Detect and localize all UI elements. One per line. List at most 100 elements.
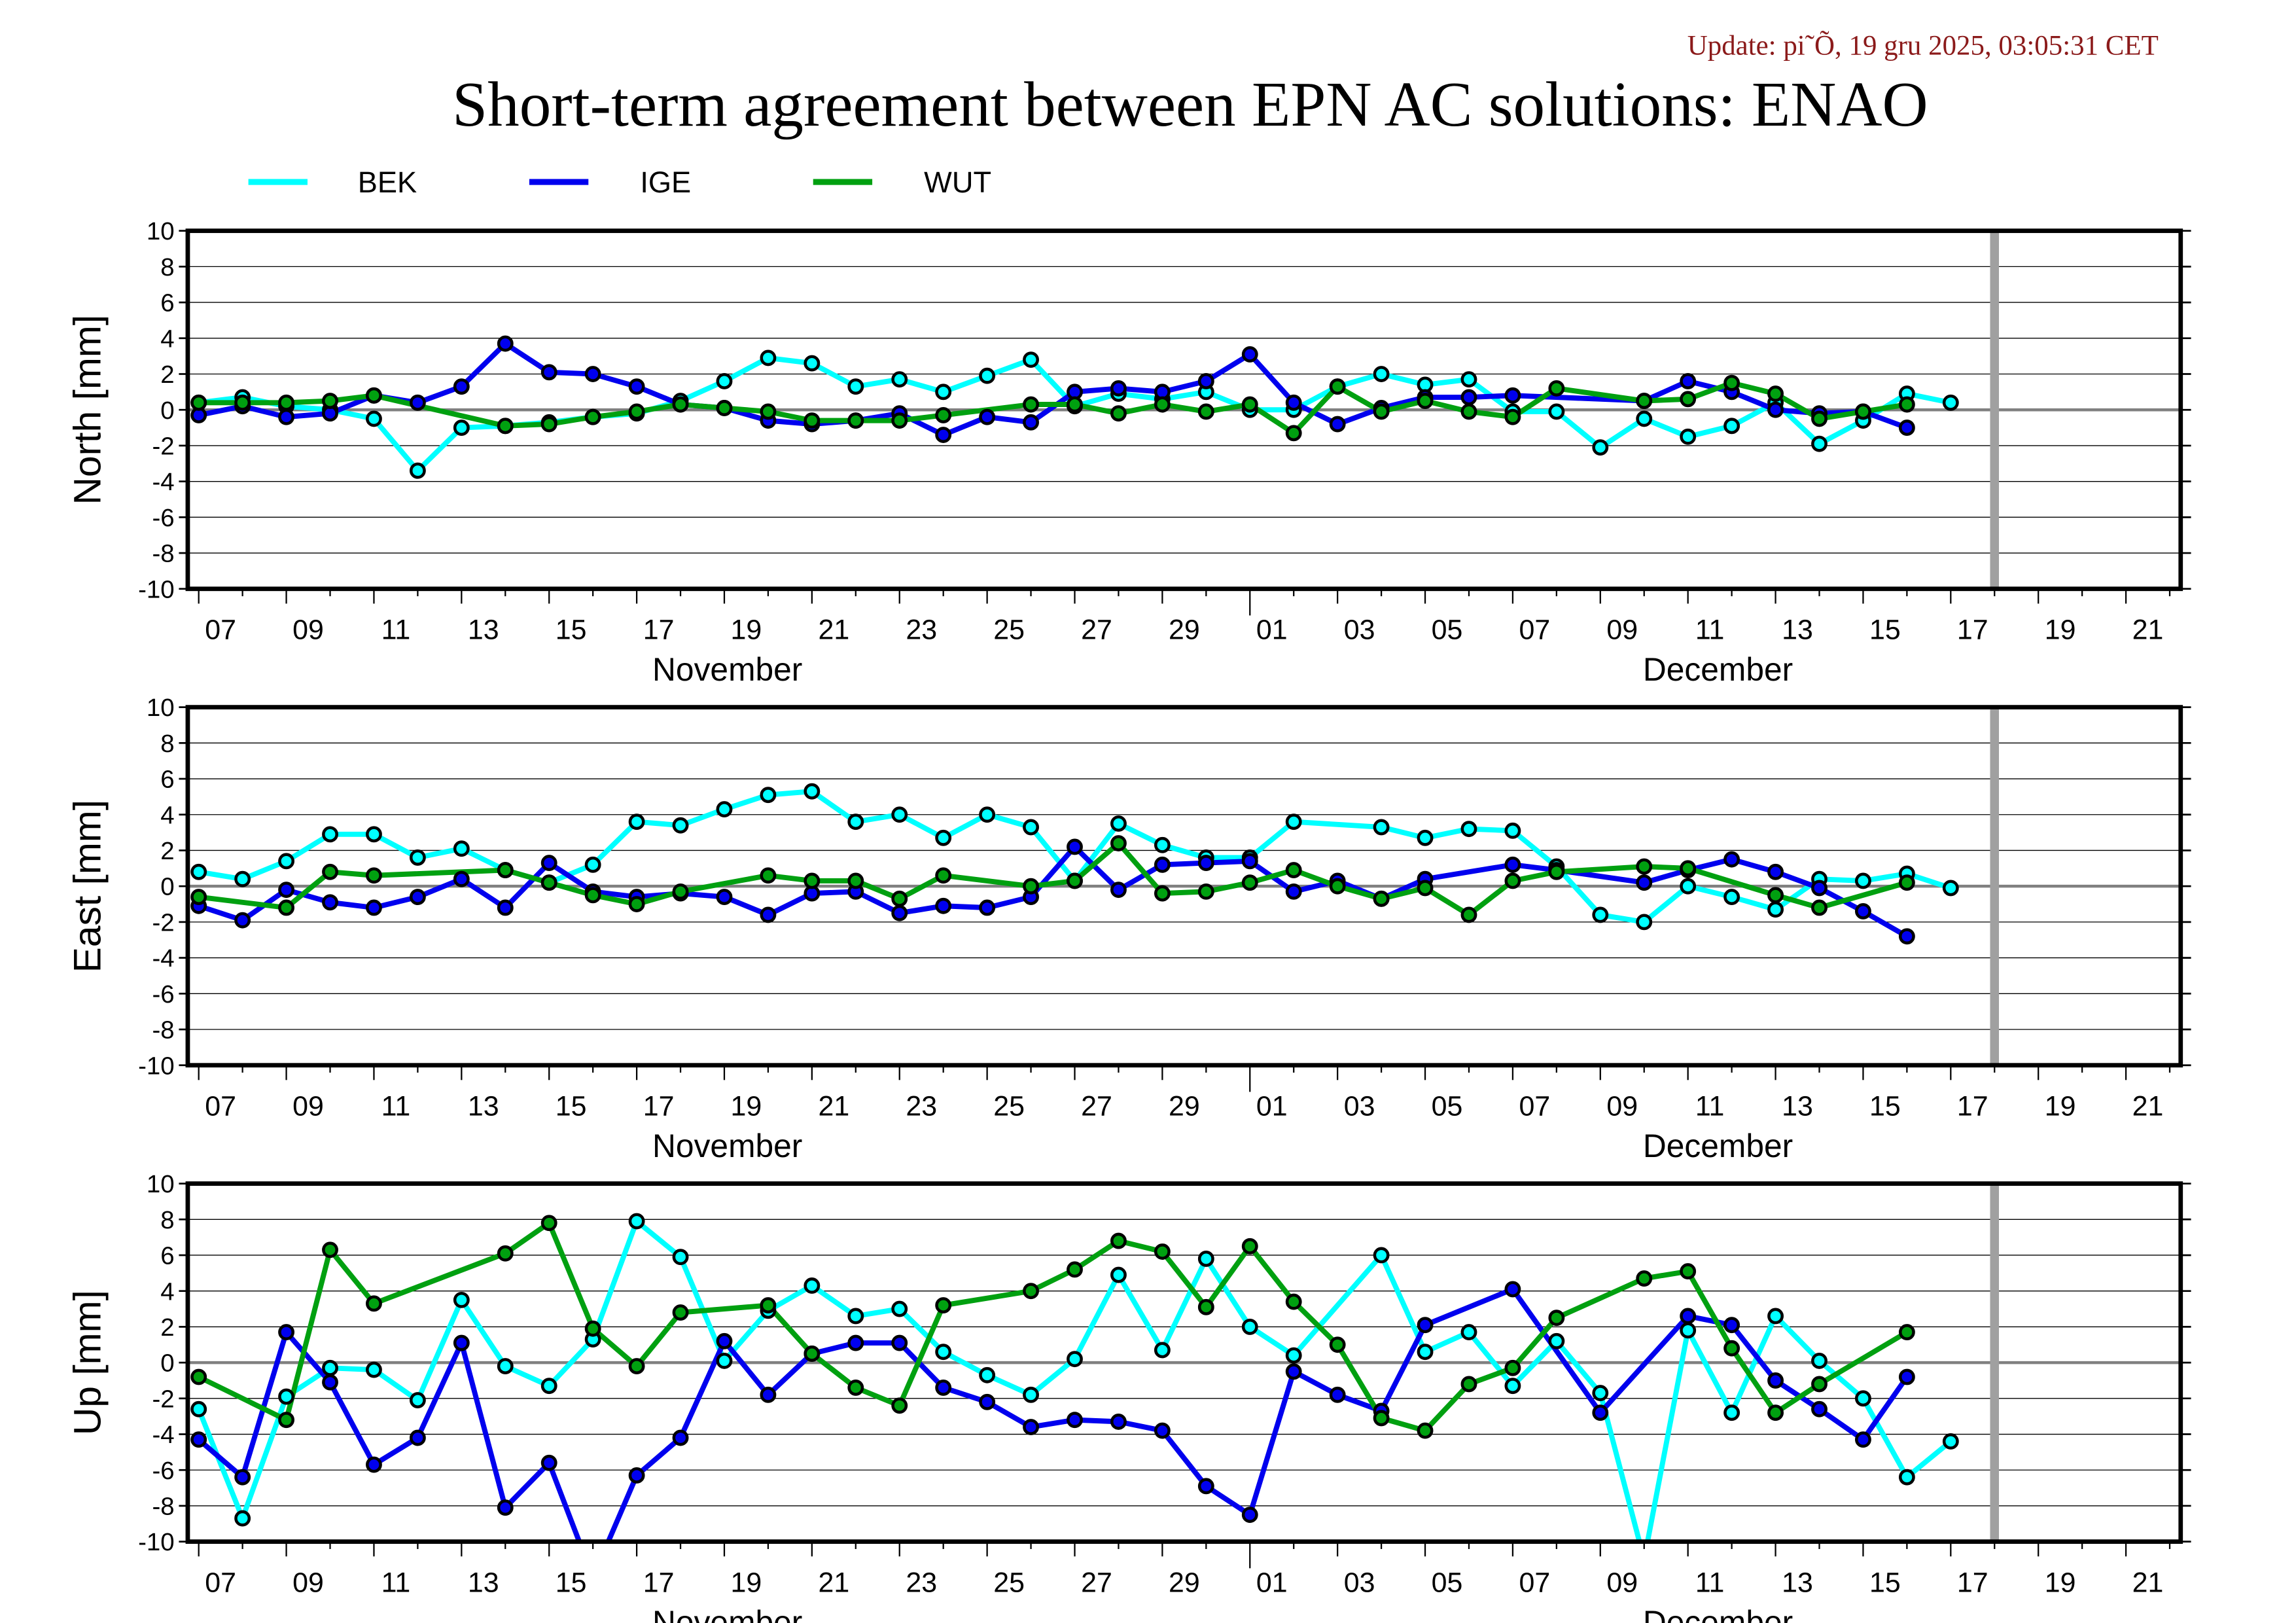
data-point-ige [453,870,470,887]
x-tick-label: 11 [381,615,411,646]
data-point-ige [1898,419,1915,437]
data-point-wut [322,863,338,880]
data-point-wut [1285,862,1302,878]
data-point-bek [1942,1433,1959,1450]
data-point-wut [1460,906,1477,923]
data-point-ige [1197,1478,1214,1495]
data-point-wut [628,896,645,912]
data-point-wut [1373,403,1390,420]
data-point-bek [497,1358,514,1375]
x-tick-label: 09 [292,1567,324,1599]
data-point-bek [1023,351,1039,368]
month-label-december: December [1643,651,1793,688]
plot-frame [185,228,2183,592]
y-axis-label: East [mm] [67,800,109,972]
y-tick-label: -2 [152,1385,174,1413]
data-point-bek [1373,819,1390,836]
data-point-bek [847,1308,864,1325]
data-point-wut [234,394,251,411]
data-point-ige [891,904,908,921]
data-point-bek [1592,906,1609,923]
data-point-bek [1110,1266,1127,1283]
data-point-ige [1811,1400,1828,1418]
data-point-wut [1154,396,1171,413]
data-point-wut [1680,1263,1697,1280]
data-point-ige [1241,1507,1258,1524]
data-point-bek [1855,872,1871,889]
data-point-ige [1767,863,1784,880]
x-tick-label: 15 [1869,615,1901,646]
data-point-ige [1110,882,1127,899]
x-tick-label: 23 [906,615,937,646]
data-point-wut [1329,1336,1346,1353]
y-tick-label: -8 [152,1493,174,1521]
y-tick-label: -10 [138,1052,175,1080]
x-tick-label: 09 [1606,1091,1638,1122]
data-point-ige [1898,1368,1915,1385]
x-tick-label: 17 [1957,1091,1988,1122]
x-tick-label: 29 [1169,615,1200,646]
x-tick-label: 01 [1256,1091,1288,1122]
y-tick-label: 0 [160,397,174,425]
x-tick-label: 13 [1782,615,1813,646]
data-point-ige [278,1324,295,1341]
data-point-wut [540,1215,557,1232]
data-point-ige [1680,373,1697,389]
data-point-bek [1942,880,1959,897]
data-point-ige [540,364,557,381]
x-tick-label: 11 [1695,1567,1725,1599]
x-tick-label: 21 [2132,1567,2164,1599]
y-tick-label: 6 [160,766,174,794]
data-point-wut [1197,1298,1214,1315]
data-point-wut [760,403,777,420]
data-point-wut [1417,880,1434,897]
data-point-bek [935,1344,952,1361]
x-tick-label: 07 [1519,1567,1551,1599]
data-point-ige [1723,1317,1740,1334]
x-tick-label: 05 [1432,1091,1463,1122]
data-point-wut [760,867,777,884]
data-point-bek [804,355,821,372]
data-point-bek [453,840,470,857]
data-point-wut [278,394,295,411]
x-tick-label: 09 [1606,1567,1638,1599]
x-tick-label: 19 [2045,615,2076,646]
data-point-wut [1898,874,1915,891]
y-tick-label: 4 [160,1277,174,1306]
data-point-wut [1898,1324,1915,1341]
data-point-wut [1767,385,1784,402]
data-point-wut [1110,835,1127,851]
y-tick-label: -8 [152,1016,174,1044]
data-point-wut [1767,1404,1784,1421]
data-point-ige [935,427,952,443]
x-tick-label: 21 [2132,1091,2164,1122]
y-tick-label: -4 [152,468,174,496]
data-point-bek [278,1388,295,1405]
data-point-bek [628,1213,645,1230]
y-tick-label: 6 [160,1242,174,1270]
data-point-ige [935,897,952,914]
data-point-ige [453,378,470,395]
x-tick-label: 25 [993,1567,1025,1599]
data-point-ige [1767,1372,1784,1389]
data-point-ige [716,1332,733,1349]
data-point-ige [409,1429,426,1446]
x-tick-label: 19 [2045,1567,2076,1599]
plot-frame [185,705,2183,1068]
data-point-ige [190,1431,207,1448]
data-point-wut [190,394,207,411]
data-point-wut [1067,872,1083,889]
y-tick-label: 0 [160,873,174,901]
data-point-bek [1548,1332,1565,1349]
data-point-wut [1855,403,1871,420]
x-tick-label: 13 [1782,1567,1813,1599]
data-point-wut [322,1241,338,1258]
data-point-ige [1154,1422,1171,1439]
data-point-ige [1067,1412,1083,1429]
data-point-bek [1154,836,1171,853]
data-point-wut [628,403,645,420]
x-tick-label: 29 [1169,1567,1200,1599]
data-point-wut [804,872,821,889]
data-point-wut [1548,863,1565,880]
data-point-ige [234,912,251,929]
